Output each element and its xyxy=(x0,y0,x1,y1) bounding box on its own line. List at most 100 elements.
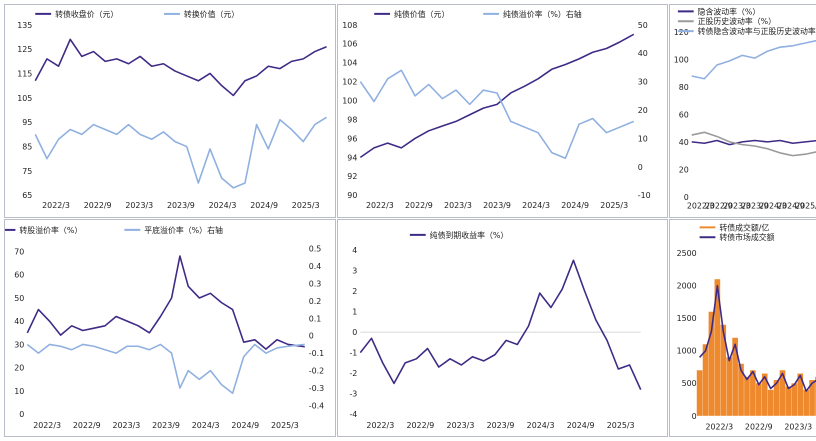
legend-label: 转债市场成交额 xyxy=(719,232,774,242)
y-tick-label: 100 xyxy=(674,55,689,64)
x-tick-label: 2022/9 xyxy=(84,201,112,210)
y-right-tick-label: 0.1 xyxy=(309,314,322,323)
chart-panel-3: 0 20 40 60 80 100 120 2022/3 2022/9 2023/3 2023/9 2… xyxy=(669,4,816,218)
legend-label: 隐含波动率（%） xyxy=(698,6,761,16)
y-tick-label: 102 xyxy=(342,78,357,87)
y-tick-label: 125 xyxy=(17,45,32,54)
y-tick-label: 60 xyxy=(14,271,24,280)
chart-svg-1: 65 75 85 95 105 115 125 135 2022/3 2022/9 2023/3 20… xyxy=(17,9,327,210)
x-tick-label: 2024/3 xyxy=(759,202,787,211)
x-tick-label: 2023/3 xyxy=(447,421,475,430)
x-tick-label: 2024/9 xyxy=(561,201,589,210)
y-tick-label: 0 xyxy=(352,328,357,337)
legend-label: 转债成交额/亿 xyxy=(719,222,769,232)
y-tick-label: 104 xyxy=(342,59,357,68)
y-tick-label: 98 xyxy=(347,115,357,124)
y-tick-label: 100 xyxy=(342,97,357,106)
legend-label: 正股历史波动率（%） xyxy=(698,16,776,26)
series-line-1 xyxy=(359,69,635,160)
y-right-tick-label: -0.1 xyxy=(309,349,324,358)
series-line-0 xyxy=(691,139,816,146)
x-tick-label: 2025/3 xyxy=(292,201,320,210)
y-tick-label: 95 xyxy=(22,118,32,127)
y-tick-label: 20 xyxy=(14,364,24,373)
y-tick-label: 108 xyxy=(342,21,357,30)
legend-label: 转换价值（元） xyxy=(184,9,239,19)
bar-0-19 xyxy=(809,380,815,416)
x-tick-label: 2024/3 xyxy=(192,421,220,430)
y-tick-label: 0 xyxy=(19,410,24,419)
bar-0-4 xyxy=(720,324,727,416)
y-right-tick-label: 0 xyxy=(309,332,314,341)
y-tick-label: 500 xyxy=(682,379,697,388)
y-right-tick-label: 0.3 xyxy=(309,279,322,288)
x-tick-label: 2024/9 xyxy=(777,202,805,211)
y-right-tick-label: 30 xyxy=(638,78,648,87)
y-tick-label: 1000 xyxy=(677,347,697,356)
chart-panel-1: 65 75 85 95 105 115 125 135 2022/3 2022/9 2023/3 20… xyxy=(4,4,336,218)
chart-svg-3: 0204060801001202022/32022/92023/32023/92… xyxy=(674,6,816,211)
y-right-tick-label: 40 xyxy=(638,49,648,58)
y-tick-label: 0 xyxy=(684,193,689,202)
bar-0-2 xyxy=(708,311,715,416)
x-tick-label: 2023/9 xyxy=(152,421,180,430)
y-tick-label: -2 xyxy=(349,369,357,378)
y-tick-label: 40 xyxy=(14,317,24,326)
legend-label: 转股溢价率（%） xyxy=(19,225,82,235)
bar-0-13 xyxy=(773,380,780,416)
y-tick-label: 65 xyxy=(22,191,32,200)
x-tick-label: 2023/3 xyxy=(444,201,472,210)
series-line-1 xyxy=(26,343,305,395)
legend-label: 转债隐含波动率与正股历史波动率 xyxy=(698,26,816,36)
x-tick-label: 2022/9 xyxy=(705,202,733,211)
chart-panel-5: -4 -3 -2 -1 0 1 2 3 4 2022/3 2022/9 2023/3 2023/9 202… xyxy=(337,219,668,437)
x-tick-label: 2023/9 xyxy=(487,421,515,430)
x-tick-label: 2022/3 xyxy=(705,423,733,432)
y-tick-label: 0 xyxy=(692,412,697,421)
y-tick-label: -4 xyxy=(349,410,357,419)
x-tick-label: 2025/3 xyxy=(607,421,635,430)
x-tick-label: 2022/3 xyxy=(33,421,61,430)
chart-panel-6: 0 500 1000 1500 2000 2500 2022/3 2022/9 2023/3 转债… xyxy=(669,219,816,437)
y-right-tick-label: -0.4 xyxy=(309,401,324,410)
y-tick-label: 70 xyxy=(14,247,24,256)
chart-svg-6: 0 500 1000 1500 2000 2500 2022/3 2022/9 2023/3 转债… xyxy=(677,222,816,432)
bar-0-17 xyxy=(797,373,804,416)
legend-label: 纯债到期收益率（%） xyxy=(430,230,509,240)
chart-panel-4: 0 10 20 30 40 50 60 70 -0.4 -0.3 -0.2 -0.1 0 0.1 0.2 0.… xyxy=(4,219,336,437)
bar-0-9 xyxy=(750,370,756,416)
x-tick-label: 2025/3 xyxy=(795,202,816,211)
x-tick-label: 2024/3 xyxy=(209,201,237,210)
y-tick-label: 105 xyxy=(17,94,32,103)
chart-svg-4: 0 10 20 30 40 50 60 70 -0.4 -0.3 -0.2 -0.1 0 0.1 0.2 0.… xyxy=(5,225,324,430)
y-right-tick-label: 50 xyxy=(638,21,648,30)
y-right-tick-label: -10 xyxy=(638,191,651,200)
y-tick-label: 92 xyxy=(347,172,357,181)
x-tick-label: 2025/3 xyxy=(600,201,628,210)
bar-0-18 xyxy=(803,389,809,416)
y-right-tick-label: 20 xyxy=(638,106,648,115)
bar-0-5 xyxy=(726,357,733,416)
series-line-2 xyxy=(691,39,816,80)
legend-label: 纯债溢价率（%）右轴 xyxy=(503,9,582,19)
y-right-tick-label: 0.4 xyxy=(309,262,322,271)
y-tick-label: 3 xyxy=(352,267,357,276)
y-tick-label: 115 xyxy=(17,69,32,78)
x-tick-label: 2023/3 xyxy=(125,201,153,210)
series-line-0 xyxy=(34,38,327,97)
x-tick-label: 2023/3 xyxy=(784,423,812,432)
y-right-tick-label: -0.3 xyxy=(309,384,324,393)
y-tick-label: 75 xyxy=(22,167,32,176)
y-tick-label: 20 xyxy=(679,165,689,174)
x-tick-label: 2024/3 xyxy=(522,201,550,210)
y-tick-label: 85 xyxy=(22,142,32,151)
y-tick-label: 10 xyxy=(14,387,24,396)
x-tick-label: 2024/3 xyxy=(527,421,555,430)
y-tick-label: 30 xyxy=(14,340,24,349)
x-tick-label: 2022/3 xyxy=(687,202,715,211)
x-tick-label: 2022/9 xyxy=(745,423,773,432)
bar-0-3 xyxy=(714,279,721,416)
bar-0-11 xyxy=(761,373,768,416)
x-tick-label: 2022/9 xyxy=(405,201,433,210)
y-tick-label: 2000 xyxy=(677,282,697,291)
